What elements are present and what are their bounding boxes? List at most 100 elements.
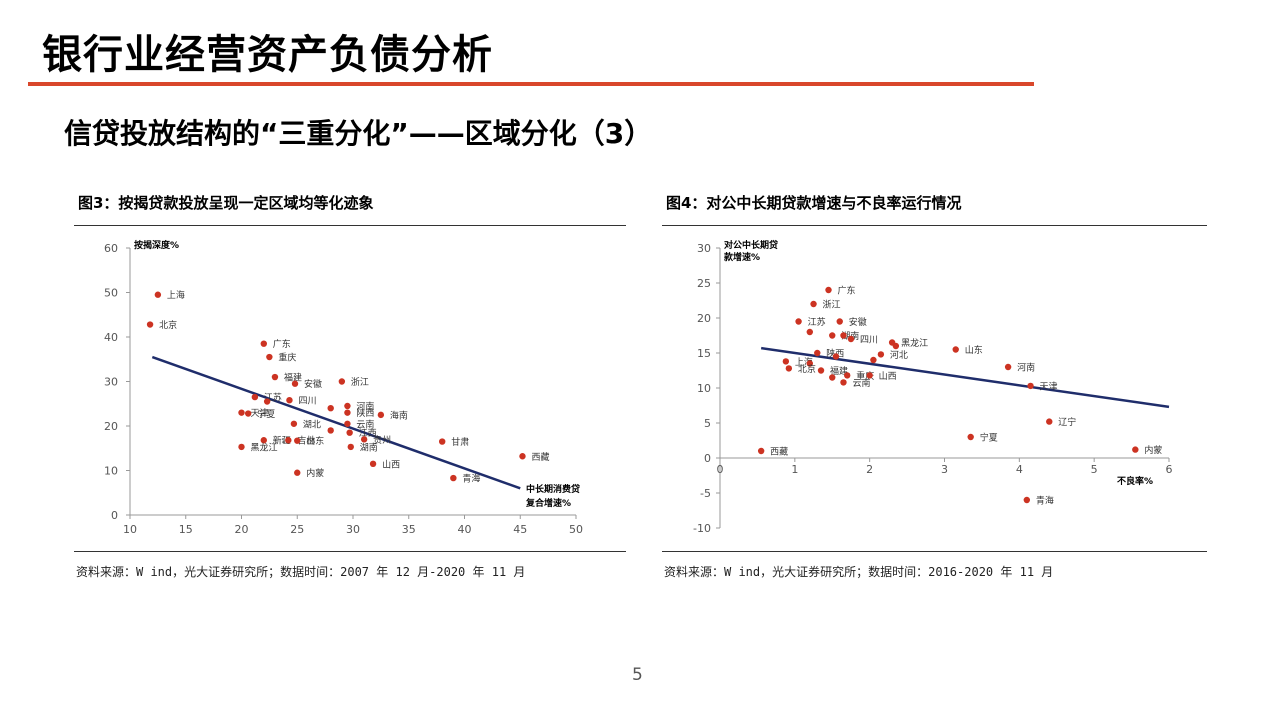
point-label: 广东 — [273, 338, 291, 350]
point-label: 北京 — [798, 363, 816, 375]
data-point — [844, 372, 851, 379]
data-point — [810, 300, 817, 308]
data-point — [346, 429, 353, 436]
data-point — [806, 328, 813, 336]
y-tick-label: 15 — [697, 347, 711, 360]
data-point — [439, 438, 446, 445]
data-point — [795, 318, 802, 325]
y-tick-label: 0 — [111, 509, 118, 522]
x-tick-label: 25 — [290, 523, 304, 536]
y-tick-label: 0 — [704, 452, 711, 465]
x-tick-label: 10 — [123, 523, 137, 536]
data-point — [450, 474, 457, 482]
data-point — [967, 433, 974, 441]
point-label: 上海 — [167, 289, 185, 301]
x-axis-title-line: 中长期消费贷 — [526, 483, 580, 495]
data-point — [1046, 418, 1053, 425]
data-point — [377, 411, 385, 419]
data-point — [260, 437, 267, 444]
x-tick-label: 0 — [717, 463, 724, 476]
data-point — [866, 372, 873, 379]
figure4-bottom-rule — [662, 551, 1207, 552]
point-label: 辽宁 — [1058, 416, 1076, 428]
point-label: 广东 — [838, 285, 856, 297]
data-point — [344, 409, 351, 416]
point-label: 河南 — [1017, 362, 1035, 374]
point-label: 湖北 — [303, 419, 321, 430]
x-tick-label: 1 — [791, 463, 798, 476]
point-label: 青海 — [1036, 495, 1054, 507]
y-axis-title-line: 对公中长期贷 — [724, 239, 778, 251]
point-label: 贵州 — [373, 434, 391, 446]
data-point — [291, 380, 299, 387]
data-point — [271, 373, 279, 381]
point-label: 福建 — [284, 372, 302, 384]
figure3-source: 资料来源：W ind，光大证券研究所；数据时间：2007 年 12 月-2020… — [76, 565, 526, 579]
data-point — [785, 365, 793, 372]
x-tick-label: 35 — [402, 523, 416, 536]
data-point — [360, 436, 368, 443]
figure3-bottom-rule — [74, 551, 626, 552]
x-tick-label: 4 — [1016, 463, 1023, 476]
data-point — [238, 409, 245, 416]
data-point — [263, 398, 271, 405]
data-point — [1004, 363, 1012, 371]
data-point — [952, 346, 959, 353]
point-label: 安徽 — [304, 378, 322, 390]
data-point — [344, 420, 351, 427]
page-number: 5 — [632, 665, 643, 685]
y-axis-title-line: 款增速% — [724, 251, 760, 263]
y-tick-label: -10 — [693, 522, 711, 535]
data-point — [814, 349, 821, 357]
data-point — [1023, 496, 1031, 504]
data-point — [870, 356, 877, 364]
point-label: 福建 — [830, 365, 848, 377]
y-tick-label: 25 — [697, 277, 711, 290]
figure3-scatter-chart: 10 15 20 25 30 35 40 45 50 0 10 20 30 40 50 60 按揭深度% 中长期消… — [104, 239, 583, 536]
data-point — [369, 460, 377, 468]
point-label: 四川 — [860, 336, 878, 346]
x-tick-label: 2 — [866, 463, 873, 476]
point-label: 山东 — [306, 435, 324, 447]
y-tick-label: 40 — [104, 331, 118, 344]
data-point — [338, 378, 346, 385]
data-point — [266, 353, 273, 361]
point-label: 宁夏 — [980, 432, 998, 444]
point-label: 四川 — [298, 397, 316, 407]
x-tick-label: 45 — [513, 523, 527, 536]
data-point — [519, 453, 526, 460]
x-axis-title: 不良率% — [1117, 475, 1153, 487]
point-label: 青海 — [462, 473, 480, 485]
y-axis-title: 按揭深度% — [134, 239, 179, 251]
data-point — [782, 358, 790, 365]
x-axis-title-line: 复合增速% — [525, 497, 571, 509]
point-label: 新疆 — [273, 435, 291, 447]
point-label: 河北 — [890, 349, 908, 361]
x-tick-label: 40 — [458, 523, 472, 536]
point-label: 山西 — [382, 459, 400, 470]
data-point — [892, 342, 900, 350]
point-label: 浙江 — [351, 376, 369, 388]
y-tick-label: 10 — [104, 465, 118, 478]
y-tick-label: 50 — [104, 287, 118, 300]
data-point — [154, 291, 162, 298]
point-label: 浙江 — [823, 299, 841, 311]
data-point — [832, 353, 840, 360]
figure4-scatter-chart: 0 1 2 3 4 5 6 -10 -5 0 5 10 15 20 25 30 对公中长期贷款增速% 不良率% 广东… — [693, 239, 1172, 535]
point-label: 江苏 — [808, 316, 826, 328]
data-point — [146, 321, 154, 328]
figure3-top-rule — [74, 225, 626, 226]
y-tick-label: 30 — [697, 242, 711, 255]
x-tick-label: 30 — [346, 523, 360, 536]
data-point — [285, 437, 292, 444]
point-label: 西藏 — [531, 451, 549, 463]
x-tick-label: 5 — [1091, 463, 1098, 476]
data-point — [244, 410, 252, 417]
point-label: 山东 — [965, 344, 983, 356]
data-point — [836, 318, 843, 325]
data-point — [1132, 446, 1139, 453]
point-label: 内蒙 — [306, 467, 324, 479]
point-label: 海南 — [390, 409, 408, 421]
trendline — [760, 346, 1170, 409]
data-point — [829, 374, 836, 381]
